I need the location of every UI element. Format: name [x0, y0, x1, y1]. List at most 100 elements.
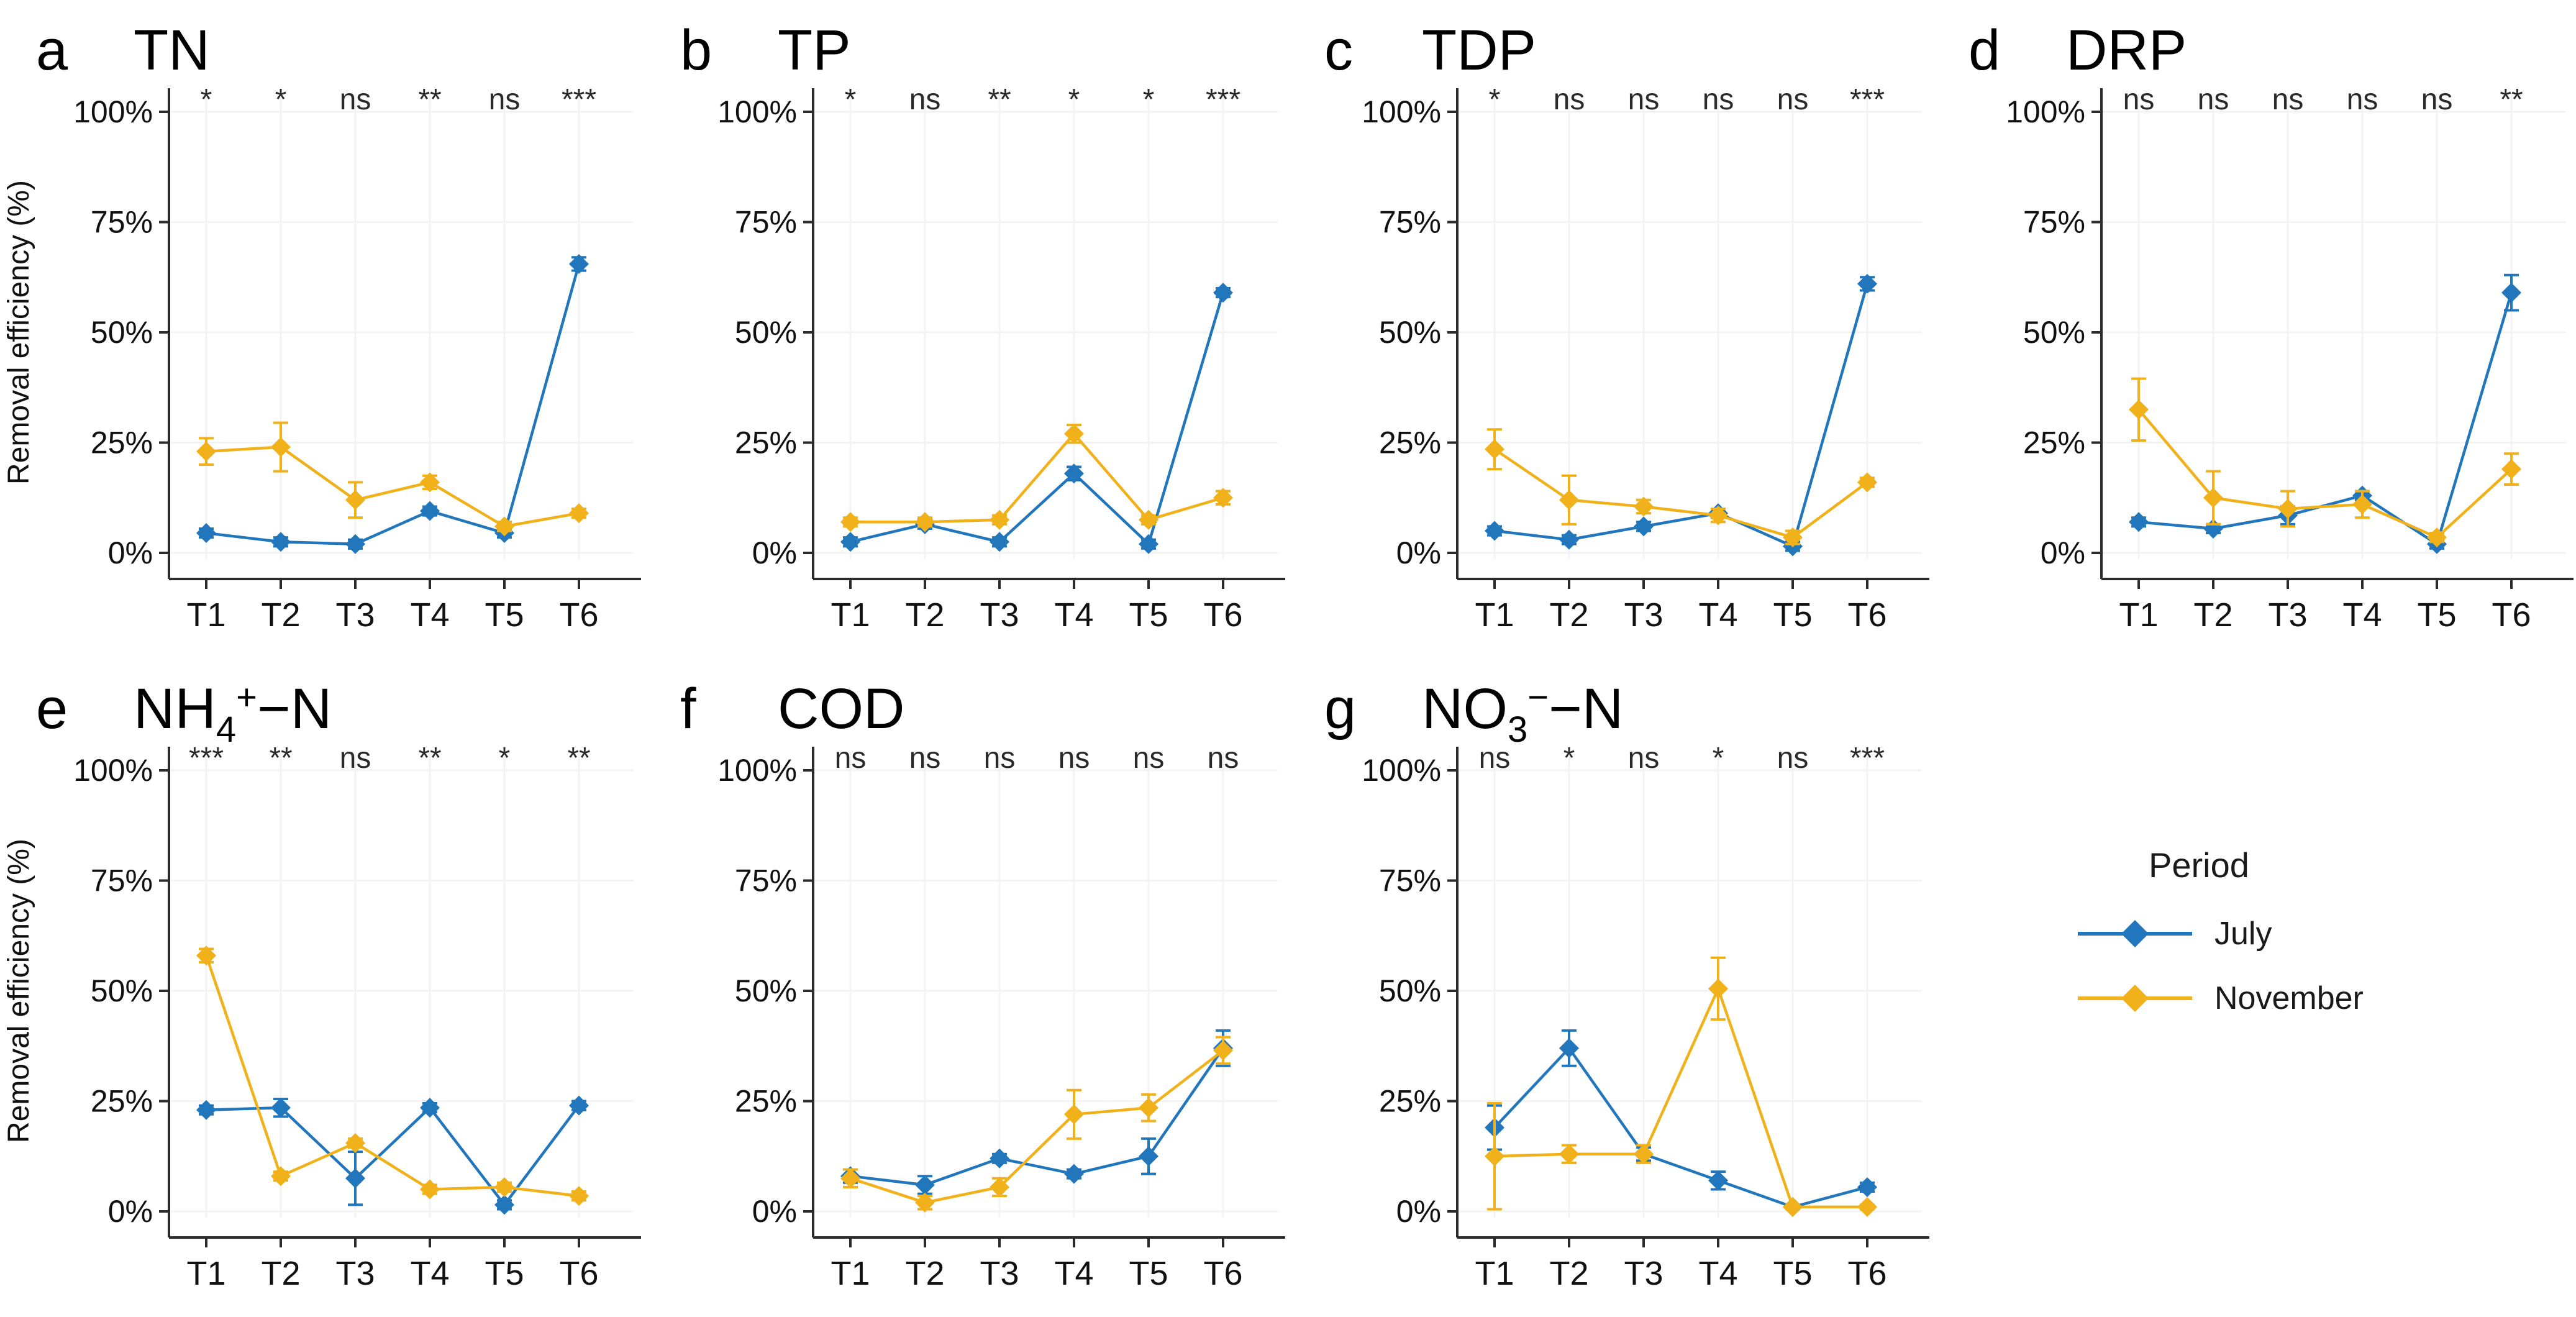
significance-label: ns: [2421, 83, 2453, 116]
data-point-diamond: [1213, 1040, 1233, 1060]
y-axis-ticks: 0% 25% 50% 75% 100%: [73, 94, 169, 570]
x-tick-label: T4: [410, 596, 449, 634]
data-point-diamond: [196, 523, 216, 544]
y-tick-label: 50%: [91, 973, 153, 1008]
data-point-diamond: [915, 1192, 935, 1213]
significance-label: ns: [1703, 83, 1734, 116]
series-november: [840, 1036, 1233, 1213]
y-tick-label: 25%: [735, 1084, 797, 1119]
data-point-diamond: [345, 1168, 365, 1188]
significance-label: ns: [489, 83, 521, 116]
y-tick-label: 100%: [1362, 753, 1441, 788]
legend-item-july: July: [2074, 901, 2576, 966]
data-point-diamond: [345, 1132, 365, 1153]
grid-lines: [813, 93, 1278, 559]
data-point-diamond: [915, 512, 935, 532]
panel-title: b TP: [680, 19, 851, 82]
grid-lines: [2101, 93, 2566, 559]
data-point-diamond: [990, 1148, 1009, 1169]
y-axis-label: Removal efficiency (%): [2, 180, 35, 485]
data-point-diamond: [1139, 1098, 1158, 1118]
significance-label: ns: [1058, 742, 1090, 775]
data-point-diamond: [1485, 521, 1504, 541]
x-tick-label: T6: [2492, 596, 2531, 634]
panel-d-chart: 0% 25% 50% 75% 100% T1 T2 T3 T4 T5 T6 ns ns ns ns ns ** d…: [1968, 19, 2574, 634]
data-point-diamond: [1064, 1104, 1084, 1124]
y-tick-label: 75%: [1379, 864, 1441, 898]
data-point-diamond: [1559, 529, 1579, 550]
panel-title: e NH4+−N: [36, 677, 332, 750]
data-line: [1494, 283, 1869, 549]
data-point-diamond: [271, 437, 291, 457]
data-point-diamond: [2129, 399, 2149, 420]
data-point-diamond: [2501, 459, 2521, 480]
data-point-diamond: [2427, 527, 2447, 548]
panel-letter: a: [36, 19, 68, 82]
panel-title: f COD: [680, 677, 904, 741]
significance-label: **: [988, 83, 1011, 116]
panel-b-tp: 0% 25% 50% 75% 100% T1 T2 T3 T4 T5 T6 * ns ** * * *** b TP: [644, 0, 1288, 658]
data-point-diamond: [420, 501, 440, 521]
data-line: [850, 1047, 1224, 1187]
grid-lines: [169, 752, 634, 1218]
significance-labels: * ns ** * * ***: [845, 83, 1240, 116]
series-july: [196, 253, 589, 554]
significance-label: *: [201, 83, 212, 116]
significance-label: *: [1143, 83, 1155, 116]
panel-letter: e: [36, 677, 68, 741]
data-point-diamond: [1485, 1146, 1504, 1167]
legend-label-july: July: [2214, 916, 2272, 952]
x-tick-label: T3: [2268, 596, 2307, 634]
x-axis-ticks: T1 T2 T3 T4 T5 T6: [2119, 579, 2531, 634]
significance-label: ns: [1628, 83, 1660, 116]
data-line: [206, 263, 581, 546]
significance-label: ns: [1554, 83, 1585, 116]
data-point-diamond: [1857, 273, 1877, 294]
axes: [168, 747, 641, 1239]
panel-letter: c: [1324, 19, 1353, 82]
x-tick-label: T6: [1203, 1255, 1242, 1292]
data-point-diamond: [1857, 1177, 1877, 1197]
y-axis-ticks: 0% 25% 50% 75% 100%: [1362, 753, 1457, 1229]
data-point-diamond: [1485, 439, 1504, 460]
data-point-diamond: [271, 1098, 291, 1118]
data-point-diamond: [1213, 283, 1233, 303]
data-point-diamond: [2203, 488, 2223, 508]
panel-analyte-name: NH4+−N: [134, 677, 332, 750]
panel-letter: b: [680, 19, 712, 82]
x-tick-label: T4: [410, 1255, 449, 1292]
significance-labels: ns ns ns ns ns **: [2123, 83, 2523, 116]
significance-label: **: [2500, 83, 2523, 116]
y-axis-ticks: 0% 25% 50% 75% 100%: [1362, 94, 1457, 570]
x-tick-label: T6: [559, 1255, 598, 1292]
data-line: [2137, 408, 2513, 539]
panel-e-nh4-n: 0% 25% 50% 75% 100% T1 T2 T3 T4 T5 T6 *** ** ns ** * ** R…: [0, 658, 644, 1317]
x-tick-label: T6: [559, 596, 598, 634]
x-tick-label: T3: [980, 596, 1019, 634]
x-tick-label: T4: [1054, 1255, 1093, 1292]
y-tick-label: 100%: [717, 753, 797, 788]
x-tick-label: T4: [1698, 1255, 1737, 1292]
significance-label: *: [275, 83, 287, 116]
significance-label: *: [845, 83, 857, 116]
x-tick-label: T2: [261, 596, 300, 634]
data-point-diamond: [196, 1100, 216, 1120]
data-point-diamond: [990, 1177, 1009, 1197]
y-axis-ticks: 0% 25% 50% 75% 100%: [73, 753, 169, 1229]
panel-c-chart: 0% 25% 50% 75% 100% T1 T2 T3 T4 T5 T6 * ns ns ns ns *** c…: [1324, 19, 1929, 634]
y-tick-label: 75%: [2023, 205, 2085, 240]
data-line: [1493, 1046, 1868, 1209]
data-point-diamond: [2278, 499, 2298, 519]
significance-label: ns: [2123, 83, 2155, 116]
data-point-diamond: [420, 1179, 440, 1200]
panel-letter: d: [1968, 19, 2000, 82]
x-tick-label: T2: [1549, 596, 1588, 634]
y-tick-label: 25%: [2023, 426, 2085, 460]
y-axis-ticks: 0% 25% 50% 75% 100%: [717, 753, 813, 1229]
y-axis-ticks: 0% 25% 50% 75% 100%: [2006, 94, 2101, 570]
series-november: [196, 421, 589, 537]
significance-labels: ns ns ns ns ns ns: [835, 742, 1239, 775]
significance-label: ***: [1850, 742, 1885, 775]
panel-c-tdp: 0% 25% 50% 75% 100% T1 T2 T3 T4 T5 T6 * ns ns ns ns *** c…: [1288, 0, 1932, 658]
legend-item-november: November: [2074, 966, 2576, 1031]
